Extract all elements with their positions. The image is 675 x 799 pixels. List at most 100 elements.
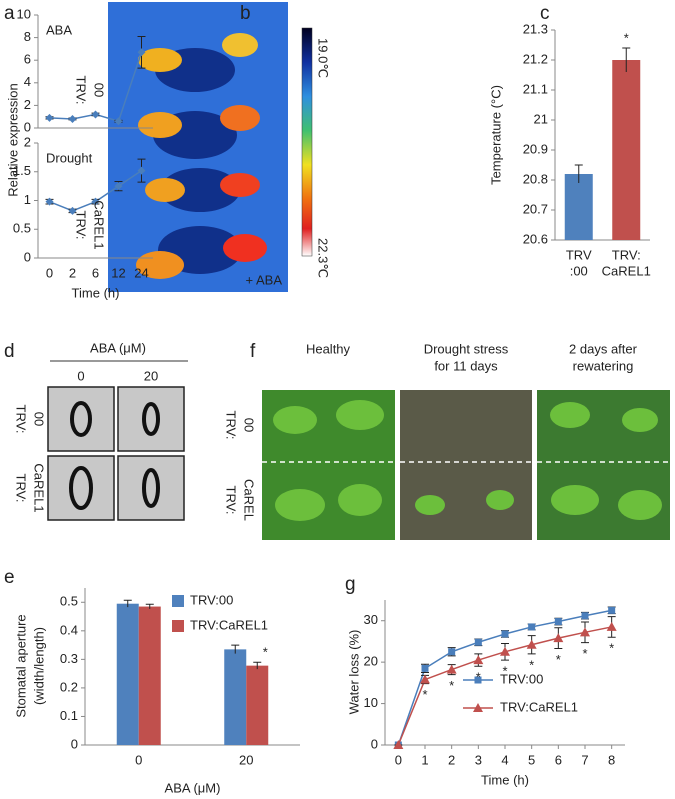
significance: * bbox=[476, 670, 481, 685]
plant-photos bbox=[262, 390, 670, 540]
thermal-image bbox=[108, 2, 313, 292]
bar bbox=[224, 649, 247, 745]
marker bbox=[528, 623, 536, 631]
x-tick-label: 4 bbox=[501, 752, 508, 767]
y-tick-label: 21.1 bbox=[523, 81, 548, 96]
panel-letter: e bbox=[4, 567, 15, 588]
x-tick-label: 2 bbox=[448, 752, 455, 767]
bar bbox=[116, 603, 139, 745]
legend-swatch bbox=[172, 620, 184, 632]
y-tick-label: 8 bbox=[24, 29, 31, 44]
x-axis-label: ABA (μM) bbox=[165, 780, 221, 795]
y-tick-label: 21.2 bbox=[523, 51, 548, 66]
x-tick-label: CaREL1 bbox=[602, 263, 651, 278]
marker bbox=[608, 606, 616, 614]
x-tick-label: 6 bbox=[555, 752, 562, 767]
significance: * bbox=[422, 687, 427, 702]
marker bbox=[91, 197, 100, 206]
x-tick-label: TRV bbox=[566, 247, 592, 262]
y-axis-label: Temperature (°C) bbox=[488, 85, 503, 185]
row-label: TRV: bbox=[14, 405, 29, 434]
y-tick-label: 4 bbox=[24, 74, 31, 89]
error-bar bbox=[574, 164, 583, 183]
significance: * bbox=[624, 30, 629, 45]
marker bbox=[448, 648, 456, 656]
panel-letter: a bbox=[4, 3, 15, 24]
y-axis-label: Relative expression bbox=[5, 83, 20, 196]
significance: * bbox=[556, 652, 561, 667]
bar bbox=[612, 60, 641, 240]
panel-letter: f bbox=[250, 341, 256, 362]
panel-letter: b bbox=[240, 3, 251, 24]
marker bbox=[446, 664, 457, 674]
row-label: TRV: bbox=[74, 76, 89, 105]
y-tick-label: 2 bbox=[24, 97, 31, 112]
column-header: rewatering bbox=[573, 358, 634, 373]
bar bbox=[138, 606, 161, 745]
row-label: 00 bbox=[92, 83, 107, 97]
panel-letter: c bbox=[540, 3, 550, 24]
y-tick-label: 6 bbox=[24, 52, 31, 67]
significance: * bbox=[582, 646, 587, 661]
marker bbox=[473, 703, 483, 712]
marker bbox=[474, 638, 482, 646]
y-tick-label: 21 bbox=[534, 111, 548, 126]
x-tick-label: 5 bbox=[528, 752, 535, 767]
row-label: TRV: bbox=[224, 411, 239, 440]
y-tick-label: 0.3 bbox=[60, 651, 78, 666]
y-tick-label: 10 bbox=[364, 695, 378, 710]
panel-letter: d bbox=[4, 341, 15, 362]
x-tick-label: :00 bbox=[570, 263, 588, 278]
y-axis-label: (width/length) bbox=[31, 627, 46, 705]
marker bbox=[45, 113, 54, 122]
row-label: TRV: bbox=[224, 486, 239, 515]
x-tick-label: 0 bbox=[46, 265, 53, 280]
y-tick-label: 20.7 bbox=[523, 201, 548, 216]
column-label: 0 bbox=[77, 368, 84, 383]
significance: * bbox=[263, 645, 268, 660]
y-tick-label: 10 bbox=[17, 6, 31, 21]
error-bar bbox=[123, 599, 132, 608]
stomata-images bbox=[47, 360, 188, 521]
legend-label: TRV:CaREL1 bbox=[190, 617, 268, 632]
marker bbox=[421, 664, 429, 672]
marker bbox=[137, 166, 146, 175]
row-label: CaREL bbox=[242, 479, 257, 521]
marker bbox=[474, 676, 482, 684]
error-bar bbox=[253, 661, 262, 670]
y-tick-label: 20.8 bbox=[523, 171, 548, 186]
error-bar bbox=[145, 603, 154, 609]
column-header: Healthy bbox=[306, 341, 351, 356]
marker bbox=[500, 646, 510, 656]
marker bbox=[45, 197, 54, 206]
marker bbox=[114, 182, 123, 191]
y-tick-label: 0.4 bbox=[60, 622, 78, 637]
row-label: TRV: bbox=[14, 474, 29, 503]
x-tick-label: 12 bbox=[111, 265, 125, 280]
marker bbox=[420, 674, 430, 684]
x-tick-label: 7 bbox=[581, 752, 588, 767]
column-header: Drought stress bbox=[424, 341, 509, 356]
error-bar bbox=[622, 47, 631, 72]
x-tick-label: TRV: bbox=[612, 247, 641, 262]
bar bbox=[564, 174, 593, 240]
legend-swatch bbox=[172, 595, 184, 607]
x-tick-label: 0 bbox=[135, 752, 142, 767]
legend-label: TRV:00 bbox=[190, 592, 233, 607]
column-header: ABA (μM) bbox=[90, 340, 146, 355]
y-tick-label: 1.5 bbox=[13, 163, 31, 178]
column-header: 2 days after bbox=[569, 341, 638, 356]
y-tick-label: 0.2 bbox=[60, 679, 78, 694]
row-label: 00 bbox=[32, 412, 47, 426]
y-tick-label: 0 bbox=[24, 249, 31, 264]
panel-annotation: ABA bbox=[46, 22, 72, 37]
error-bar bbox=[231, 644, 240, 654]
y-tick-label: 1 bbox=[24, 192, 31, 207]
y-tick-label: 30 bbox=[364, 612, 378, 627]
x-tick-label: 8 bbox=[608, 752, 615, 767]
marker bbox=[581, 612, 589, 620]
marker bbox=[393, 740, 404, 749]
y-tick-label: 20.6 bbox=[523, 231, 548, 246]
panel-annotation: Drought bbox=[46, 150, 93, 165]
